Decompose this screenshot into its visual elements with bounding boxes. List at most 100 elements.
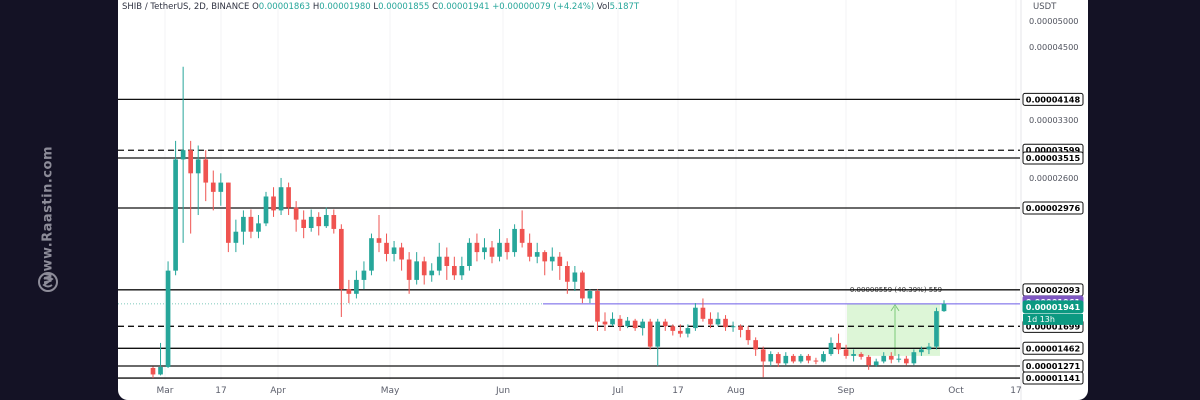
candle	[617, 315, 623, 331]
x-tick-label: Oct	[948, 386, 964, 396]
candle-body	[768, 354, 774, 362]
candle	[203, 150, 209, 202]
candle	[210, 170, 216, 211]
candle	[263, 191, 269, 227]
candle-body	[670, 326, 676, 331]
x-tick-label: Sep	[838, 386, 855, 396]
candle-body	[241, 216, 246, 232]
candle-body	[489, 247, 495, 257]
candle-body	[745, 329, 751, 341]
candle	[519, 210, 525, 248]
candle-body	[482, 247, 487, 253]
candle-body	[828, 342, 834, 355]
candle	[798, 354, 804, 364]
volume-value: 5.187T	[610, 2, 640, 12]
candle	[534, 242, 540, 264]
candle	[738, 324, 743, 338]
candle	[821, 351, 826, 363]
candle	[361, 261, 367, 290]
candle	[293, 201, 299, 232]
candle	[549, 247, 555, 271]
level-tag-text: 0.00003599	[1026, 145, 1081, 155]
candle	[873, 358, 879, 368]
countdown-tag-text: 1d 13h	[1027, 315, 1055, 324]
level-tag-bg	[1022, 151, 1084, 165]
candle-body	[647, 321, 653, 347]
candle-body	[256, 223, 261, 232]
candle-body	[361, 270, 367, 280]
candle	[218, 173, 224, 206]
candle	[640, 318, 646, 336]
raastin-logo-icon	[38, 272, 58, 292]
candle-body	[467, 242, 472, 266]
candle	[451, 256, 457, 280]
candle-body	[286, 187, 291, 208]
candle	[421, 256, 427, 285]
x-tick-label: May	[381, 386, 400, 396]
candle	[301, 210, 307, 239]
candle	[399, 242, 404, 271]
candle-body	[195, 159, 201, 174]
candle-body	[263, 196, 269, 224]
change-value: +0.00000079 (+4.24%)	[492, 2, 597, 12]
candle-body	[188, 150, 194, 174]
countdown-tag-bg	[1023, 313, 1083, 325]
candle	[911, 349, 917, 366]
chart-panel[interactable]: 0.00000559 (40.39%) 559 0.00005000 0.0000…	[118, 0, 1088, 400]
candle-body	[632, 320, 638, 329]
candle	[768, 351, 774, 367]
candle-body	[836, 342, 841, 350]
candle-body	[414, 261, 420, 280]
candle	[338, 224, 344, 317]
candle-body	[429, 270, 435, 276]
candle-body	[941, 303, 947, 312]
candle-body	[504, 242, 510, 253]
candle-body	[821, 354, 826, 362]
candle	[700, 298, 706, 322]
price-chart[interactable]: 0.00000559 (40.39%) 559 0.000050000.0000…	[118, 0, 1088, 400]
x-tick-label: Jul	[612, 386, 624, 396]
candle	[903, 355, 909, 366]
candle	[512, 224, 517, 257]
level-tag-text: 0.00002093	[1026, 285, 1081, 295]
grid-lines	[164, 0, 1022, 400]
candle-body	[406, 259, 412, 280]
level-tag-text: 0.00002976	[1026, 203, 1081, 213]
candle-body	[225, 182, 231, 243]
candle	[557, 252, 563, 280]
candle-body	[911, 352, 917, 364]
candle-body	[271, 196, 276, 211]
candle-body	[323, 215, 329, 227]
level-tag-text: 0.00001462	[1026, 343, 1080, 353]
candle-body	[233, 231, 239, 243]
candle	[828, 337, 834, 356]
candle-body	[293, 207, 299, 220]
measure-arrow-head	[890, 304, 900, 312]
candle	[813, 357, 819, 365]
candle-body	[738, 326, 743, 330]
candle	[670, 324, 676, 336]
measure-box	[847, 303, 940, 356]
candle-body	[858, 354, 864, 357]
candle	[934, 307, 939, 350]
candle-body	[399, 247, 404, 260]
candle-body	[851, 354, 856, 356]
candle	[851, 349, 856, 362]
candle	[564, 261, 570, 294]
candle-body	[444, 256, 450, 266]
candle	[708, 312, 713, 329]
candle-body	[218, 182, 224, 192]
candle-body	[436, 256, 442, 271]
ohlc-key: O	[252, 2, 259, 12]
level-tag: 0.00001271	[1022, 359, 1084, 373]
candle	[256, 215, 261, 239]
level-tag: 0.00004148	[1022, 92, 1084, 106]
candle	[625, 316, 630, 329]
candle	[241, 210, 246, 245]
candle	[647, 318, 653, 350]
candle	[753, 337, 759, 356]
candle	[693, 303, 698, 331]
candle-body	[301, 219, 307, 228]
candle-body	[655, 321, 661, 347]
candle	[482, 238, 487, 260]
